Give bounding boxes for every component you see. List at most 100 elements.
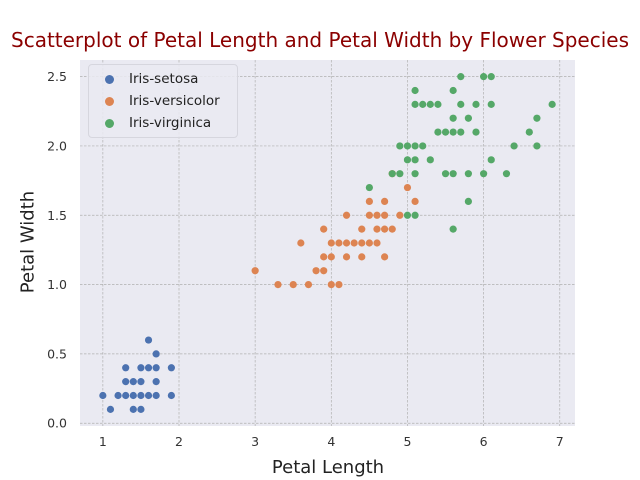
data-point: [434, 128, 442, 136]
y-tick-label: 2.5: [47, 69, 67, 84]
data-point: [373, 225, 381, 233]
data-point: [297, 239, 305, 247]
data-point: [312, 267, 320, 275]
data-point: [472, 100, 480, 108]
data-point: [122, 364, 130, 372]
data-point: [320, 225, 328, 233]
data-point: [548, 100, 556, 108]
data-point: [152, 378, 160, 386]
data-point: [358, 225, 366, 233]
x-tick-label: 6: [480, 434, 488, 449]
data-point: [464, 114, 472, 122]
data-point: [122, 391, 130, 400]
legend-marker-setosa: [105, 74, 114, 84]
data-point: [381, 211, 389, 219]
data-point: [320, 253, 328, 261]
data-point: [304, 280, 313, 289]
y-tick-label: 0.5: [47, 346, 67, 361]
data-point: [525, 128, 533, 136]
data-point: [434, 100, 442, 108]
y-tick-label: 2.0: [47, 138, 67, 153]
data-point: [358, 239, 366, 247]
data-point: [449, 128, 457, 136]
data-point: [335, 280, 343, 289]
data-point: [137, 405, 145, 413]
data-point: [144, 391, 153, 400]
data-point: [403, 211, 412, 219]
x-tick-label: 7: [556, 434, 564, 449]
legend-marker-versicolor: [105, 96, 114, 106]
legend-label-versicolor: Iris-versicolor: [129, 93, 220, 109]
data-point: [122, 378, 130, 386]
data-point: [419, 142, 427, 150]
data-point: [426, 100, 434, 108]
data-point: [487, 73, 495, 81]
legend: Iris-setosa Iris-versicolor Iris-virgini…: [88, 64, 238, 138]
data-point: [388, 170, 396, 178]
series-0: [99, 336, 175, 413]
y-tick-label: 0.0: [47, 416, 67, 431]
x-axis-ticks: 1 2 3 4 5 6 7: [99, 434, 564, 449]
data-point: [167, 391, 175, 400]
series-1: [251, 170, 419, 289]
data-point: [137, 364, 145, 372]
data-point: [449, 170, 457, 178]
data-point: [449, 114, 457, 122]
data-point: [274, 280, 282, 289]
y-axis-label: Petal Width: [17, 190, 39, 294]
legend-label-virginica: Iris-virginica: [129, 115, 212, 131]
data-point: [373, 239, 381, 247]
data-point: [411, 211, 419, 219]
data-point: [487, 156, 495, 164]
data-point: [396, 170, 404, 178]
data-point: [152, 350, 160, 358]
data-point: [365, 239, 373, 247]
data-point: [335, 239, 343, 247]
data-point: [510, 142, 518, 150]
x-tick-label: 5: [403, 434, 411, 449]
x-axis-label: Petal Length: [271, 457, 385, 478]
data-point: [464, 170, 472, 178]
data-point: [411, 197, 419, 206]
data-point: [533, 114, 541, 122]
data-point: [381, 253, 389, 261]
data-point: [144, 336, 153, 344]
y-axis-ticks: 0.0 0.5 1.0 1.5 2.0 2.5: [47, 69, 67, 431]
data-point: [381, 197, 389, 206]
data-point: [365, 197, 373, 206]
data-point: [411, 100, 419, 108]
data-point: [137, 378, 145, 386]
x-tick-label: 2: [175, 434, 183, 449]
data-point: [106, 405, 115, 413]
data-point: [472, 128, 480, 136]
legend-item-versicolor: Iris-versicolor: [89, 90, 237, 112]
data-point: [373, 211, 381, 219]
x-tick-label: 3: [251, 434, 259, 449]
data-point: [457, 100, 465, 108]
data-point: [144, 364, 153, 372]
y-tick-label: 1.5: [47, 208, 67, 223]
data-point: [502, 170, 511, 178]
data-point: [381, 225, 389, 233]
data-point: [129, 391, 137, 400]
chart-title: Scatterplot of Petal Length and Petal Wi…: [11, 28, 629, 52]
data-point: [533, 142, 541, 150]
data-point: [411, 156, 419, 164]
data-point: [152, 391, 160, 400]
data-point: [358, 253, 366, 261]
data-point: [152, 364, 160, 372]
data-point: [419, 100, 427, 108]
legend-item-setosa: Iris-setosa: [89, 68, 237, 90]
data-point: [99, 391, 107, 400]
data-point: [365, 183, 373, 192]
legend-item-virginica: Iris-virginica: [89, 112, 237, 134]
data-point: [441, 170, 450, 178]
data-point: [320, 267, 328, 275]
data-point: [457, 73, 465, 81]
data-point: [480, 73, 488, 81]
x-tick-label: 1: [99, 434, 107, 449]
data-point: [426, 156, 434, 164]
data-point: [403, 183, 412, 192]
data-point: [342, 211, 351, 219]
